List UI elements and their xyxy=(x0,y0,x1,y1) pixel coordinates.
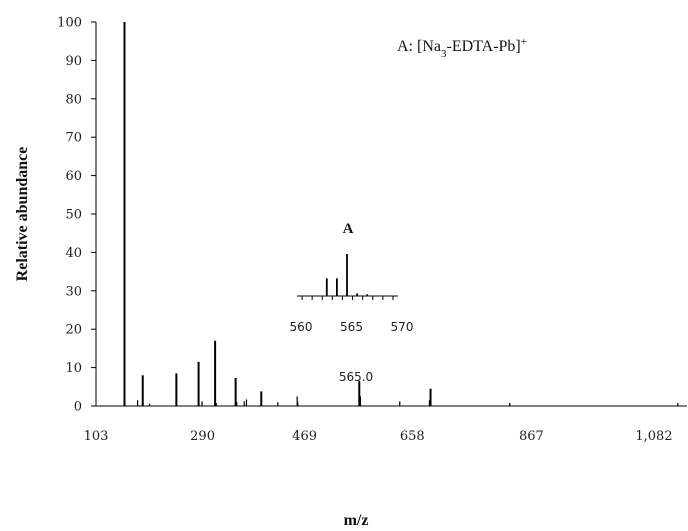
y-tick-label: 40 xyxy=(65,246,82,261)
isotope-inset: A 560 565 570 xyxy=(290,221,414,334)
inset-tick-label: 560 xyxy=(290,320,313,334)
inset-tick-label: 570 xyxy=(391,320,414,334)
x-tick-label: 867 xyxy=(519,429,544,444)
y-tick-label: 80 xyxy=(65,92,82,107)
inset-tick-label: 565 xyxy=(340,320,363,334)
inset-label: A xyxy=(343,221,354,237)
x-tick-label: 1,082 xyxy=(635,429,672,444)
inset-tick-group: 560 565 570 xyxy=(290,296,414,334)
y-tick-label: 20 xyxy=(65,323,82,338)
y-tick-label: 100 xyxy=(57,16,82,31)
peak-group xyxy=(123,22,679,406)
x-tick-label: 103 xyxy=(84,429,109,444)
x-axis-title: m/z xyxy=(344,512,369,529)
y-tick-label: 30 xyxy=(65,284,82,299)
legend-annotation: A: [Na3-EDTA-Pb]+ xyxy=(397,36,527,60)
y-tick-group: 0 10 20 30 40 50 60 70 80 90 100 xyxy=(57,16,96,415)
y-tick-label: 90 xyxy=(65,54,82,69)
x-tick-group: 103 290 469 658 867 1,082 xyxy=(84,429,673,444)
x-tick-label: 469 xyxy=(292,429,317,444)
y-tick-label: 50 xyxy=(65,208,82,223)
peak-label-565: 565.0 xyxy=(339,370,373,384)
x-tick-label: 658 xyxy=(400,429,425,444)
y-tick-label: 10 xyxy=(65,361,82,376)
y-tick-label: 70 xyxy=(65,131,82,146)
inset-peak-group xyxy=(325,254,369,296)
x-tick-label: 290 xyxy=(190,429,215,444)
y-tick-label: 60 xyxy=(65,169,82,184)
y-tick-label: 0 xyxy=(74,400,82,415)
y-axis-title: Relative abundance xyxy=(14,147,31,282)
